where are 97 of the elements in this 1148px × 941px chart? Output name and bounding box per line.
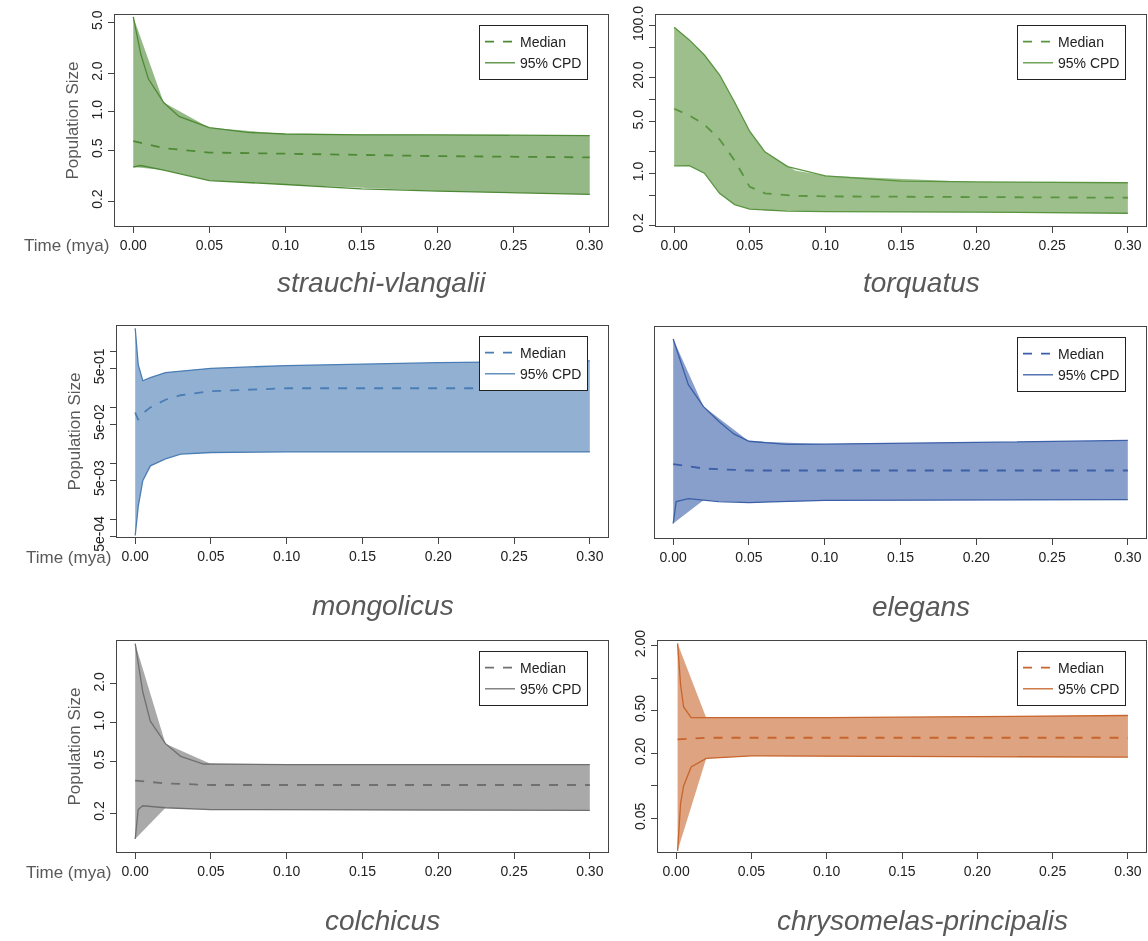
x-tick-label: 0.20 — [424, 547, 453, 564]
legend-label: Median — [520, 34, 566, 51]
x-tick-label: 0.05 — [195, 236, 224, 253]
legend-label: Median — [1058, 34, 1104, 51]
line-series — [676, 755, 1129, 852]
text: mongolicus — [312, 590, 454, 621]
y-tick-label: 20.0 — [630, 61, 647, 89]
y-tick-label: 2.0 — [89, 61, 106, 81]
legend-label: 95% CPD — [520, 366, 582, 383]
x-tick-label: 0.20 — [963, 862, 992, 879]
x-tick-label: 0.15 — [886, 548, 915, 565]
x-axis-title: Time (mya) — [26, 863, 112, 882]
legend-label: 95% CPD — [1058, 681, 1120, 698]
x-tick-label: 0.25 — [1038, 236, 1067, 253]
x-tick-label: 0.10 — [273, 862, 301, 879]
x-tick-label: 0.10 — [811, 236, 840, 253]
x-tick-label: 0.15 — [348, 547, 377, 564]
y-tick-label: 5e-02 — [91, 404, 108, 441]
y-axis-title: Population Size — [64, 372, 84, 491]
y-axis-title: Population Size — [64, 687, 84, 806]
line-series — [134, 451, 591, 537]
text: chrysomelas-principalis — [777, 905, 1068, 936]
y-tick-label: 2.00 — [632, 629, 649, 658]
legend-label: Median — [1058, 660, 1104, 677]
line-series — [676, 642, 1129, 719]
y-tick-label: 5.0 — [89, 10, 106, 30]
legend-label: 95% CPD — [520, 681, 582, 698]
y-tick-label: 0.5 — [89, 138, 106, 158]
legend-label: Median — [520, 660, 566, 677]
x-tick-label: 0.30 — [576, 236, 604, 253]
x-tick-label: 0.00 — [662, 862, 690, 879]
y-tick-label: 0.2 — [91, 801, 108, 821]
x-tick-label: 0.05 — [737, 862, 766, 879]
x-tick-label: 0.30 — [576, 547, 604, 564]
y-tick-label: 0.2 — [89, 189, 106, 209]
line-series — [132, 140, 591, 159]
text: strauchi-vlangalii — [277, 267, 487, 298]
y-tick-label: 0.5 — [91, 749, 108, 770]
legend-label: 95% CPD — [1058, 367, 1120, 384]
line-series — [134, 643, 591, 766]
text: elegans — [872, 591, 971, 622]
x-tick-label: 0.00 — [121, 862, 150, 879]
text: torquatus — [863, 267, 980, 298]
x-tick-label: 0.20 — [962, 236, 991, 253]
x-tick-label: 0.30 — [1114, 548, 1142, 565]
line-series — [132, 16, 591, 137]
line-series — [673, 107, 1129, 199]
y-axis-title: Population Size — [62, 61, 82, 180]
y-tick-label: 1.0 — [91, 710, 108, 731]
x-axis-title: Time (mya) — [24, 236, 110, 255]
x-tick-label: 0.30 — [1114, 862, 1142, 879]
x-tick-label: 0.25 — [500, 862, 528, 879]
y-tick-label: 0.20 — [632, 737, 649, 766]
x-tick-label: 0.25 — [1038, 548, 1066, 565]
y-tick-label: 1.0 — [630, 161, 647, 182]
line-series — [134, 805, 591, 840]
x-tick-label: 0.20 — [424, 862, 453, 879]
legend-label: 95% CPD — [520, 55, 582, 72]
text: colchicus — [325, 905, 441, 936]
y-tick-label: 0.2 — [630, 213, 647, 233]
x-tick-label: 0.15 — [888, 862, 916, 879]
x-tick-label: 0.10 — [273, 547, 301, 564]
line-series — [673, 164, 1129, 214]
x-tick-label: 0.00 — [659, 548, 688, 565]
x-tick-label: 0.05 — [735, 548, 763, 565]
x-tick-label: 0.25 — [500, 236, 528, 253]
line-series — [132, 164, 591, 196]
x-tick-label: 0.20 — [962, 548, 991, 565]
y-tick-label: 0.50 — [632, 694, 649, 723]
x-tick-label: 0.10 — [271, 236, 300, 253]
y-tick-label: 5e-03 — [91, 459, 108, 496]
x-tick-label: 0.15 — [347, 236, 376, 253]
legend-label: 95% CPD — [1058, 55, 1120, 72]
x-tick-label: 0.30 — [576, 862, 604, 879]
x-tick-label: 0.15 — [887, 236, 915, 253]
y-tick-label: 5e-01 — [91, 348, 108, 385]
x-tick-label: 0.05 — [197, 547, 225, 564]
y-tick-label: 0.05 — [632, 802, 649, 830]
y-tick-label: 2.0 — [91, 671, 108, 692]
legend-label: Median — [1058, 346, 1104, 363]
y-tick-label: 100.0 — [630, 5, 647, 41]
y-tick-label: 5.0 — [630, 109, 647, 130]
x-tick-label: 0.20 — [423, 236, 452, 253]
x-tick-label: 0.10 — [811, 548, 839, 565]
line-series — [673, 26, 1129, 184]
y-tick-label: 1.0 — [89, 99, 106, 120]
x-tick-label: 0.30 — [1114, 236, 1142, 253]
x-tick-label: 0.15 — [348, 862, 377, 879]
x-tick-label: 0.25 — [500, 547, 528, 564]
x-tick-label: 0.00 — [660, 236, 688, 253]
x-tick-label: 0.10 — [813, 862, 841, 879]
x-tick-label: 0.00 — [119, 236, 148, 253]
x-tick-label: 0.05 — [736, 236, 764, 253]
x-tick-label: 0.25 — [1038, 862, 1067, 879]
legend-label: Median — [520, 345, 566, 362]
x-tick-label: 0.05 — [197, 862, 225, 879]
x-tick-label: 0.00 — [121, 547, 150, 564]
